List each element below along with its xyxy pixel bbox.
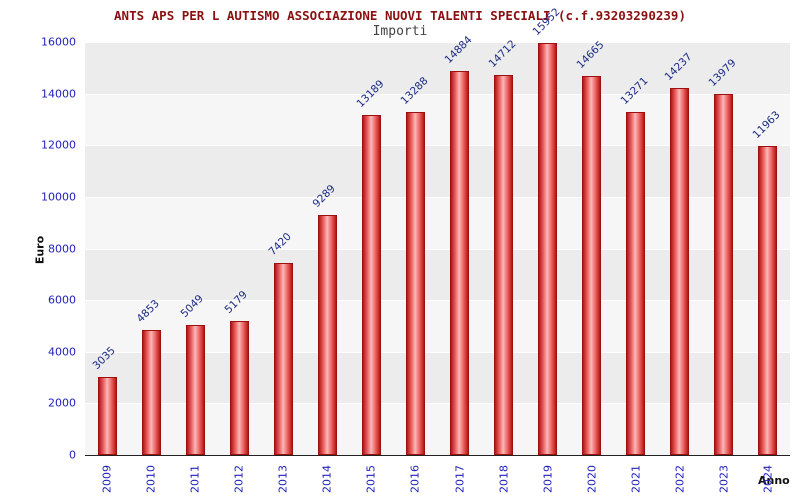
x-tick-label: 2010 (144, 465, 158, 493)
x-axis-title: Anno (758, 474, 790, 487)
x-tick-label: 2020 (585, 465, 599, 493)
y-tick-label: 14000 (41, 87, 76, 101)
bar (185, 324, 205, 455)
y-tick-label: 4000 (48, 345, 76, 359)
gridline (85, 403, 790, 405)
y-tick-label: 8000 (48, 242, 76, 255)
gridline (85, 300, 790, 302)
plot-area: 0 2000 4000 6000 8000 10000 12000 14000 16000 303… (41, 6, 790, 493)
x-tick-label: 2019 (541, 465, 555, 493)
bar (97, 376, 117, 455)
x-tick-label: 2018 (497, 465, 511, 493)
gridline (85, 351, 790, 353)
bar (626, 112, 646, 455)
gridline (85, 42, 790, 43)
bar (582, 76, 602, 455)
gridline (85, 248, 790, 250)
bar (405, 112, 425, 455)
chart-subtitle: Importi (372, 24, 428, 39)
bar (494, 75, 514, 455)
y-tick-label: 2000 (48, 396, 76, 410)
y-tick-label: 6000 (48, 293, 76, 307)
bar (714, 94, 734, 455)
y-tick-label: 10000 (41, 190, 76, 204)
x-tick-label: 2022 (673, 465, 687, 493)
x-tick-label: 2009 (100, 465, 114, 493)
bar (361, 114, 381, 455)
x-tick-label: 2014 (320, 465, 334, 493)
x-tick-label: 2023 (717, 465, 731, 493)
x-tick-label: 2011 (188, 465, 202, 493)
y-tick-label: 16000 (41, 35, 76, 49)
x-tick-label: 2012 (232, 465, 246, 493)
y-tick-label: 0 (69, 448, 76, 462)
bar (450, 70, 470, 455)
x-tick-label: 2015 (364, 465, 378, 493)
x-tick-label: 2013 (276, 465, 290, 493)
bar (273, 263, 293, 455)
bar (229, 321, 249, 455)
x-tick-label: 2017 (453, 465, 467, 493)
y-tick-label: 12000 (41, 138, 76, 152)
gridline (85, 93, 790, 95)
bar (538, 43, 558, 455)
chart-title: ANTS APS PER L AUTISMO ASSOCIAZIONE NUOV… (114, 8, 686, 23)
bar (758, 146, 778, 455)
bar (670, 87, 690, 455)
gridline (85, 145, 790, 147)
y-axis-title: Euro (33, 235, 47, 265)
plot-band (85, 42, 790, 94)
gridline (85, 196, 790, 198)
x-tick-label: 2016 (408, 465, 422, 493)
x-tick-label: 2024 (761, 465, 775, 493)
x-tick-label: 2021 (629, 465, 643, 493)
bar (141, 329, 161, 455)
bar (317, 215, 337, 455)
